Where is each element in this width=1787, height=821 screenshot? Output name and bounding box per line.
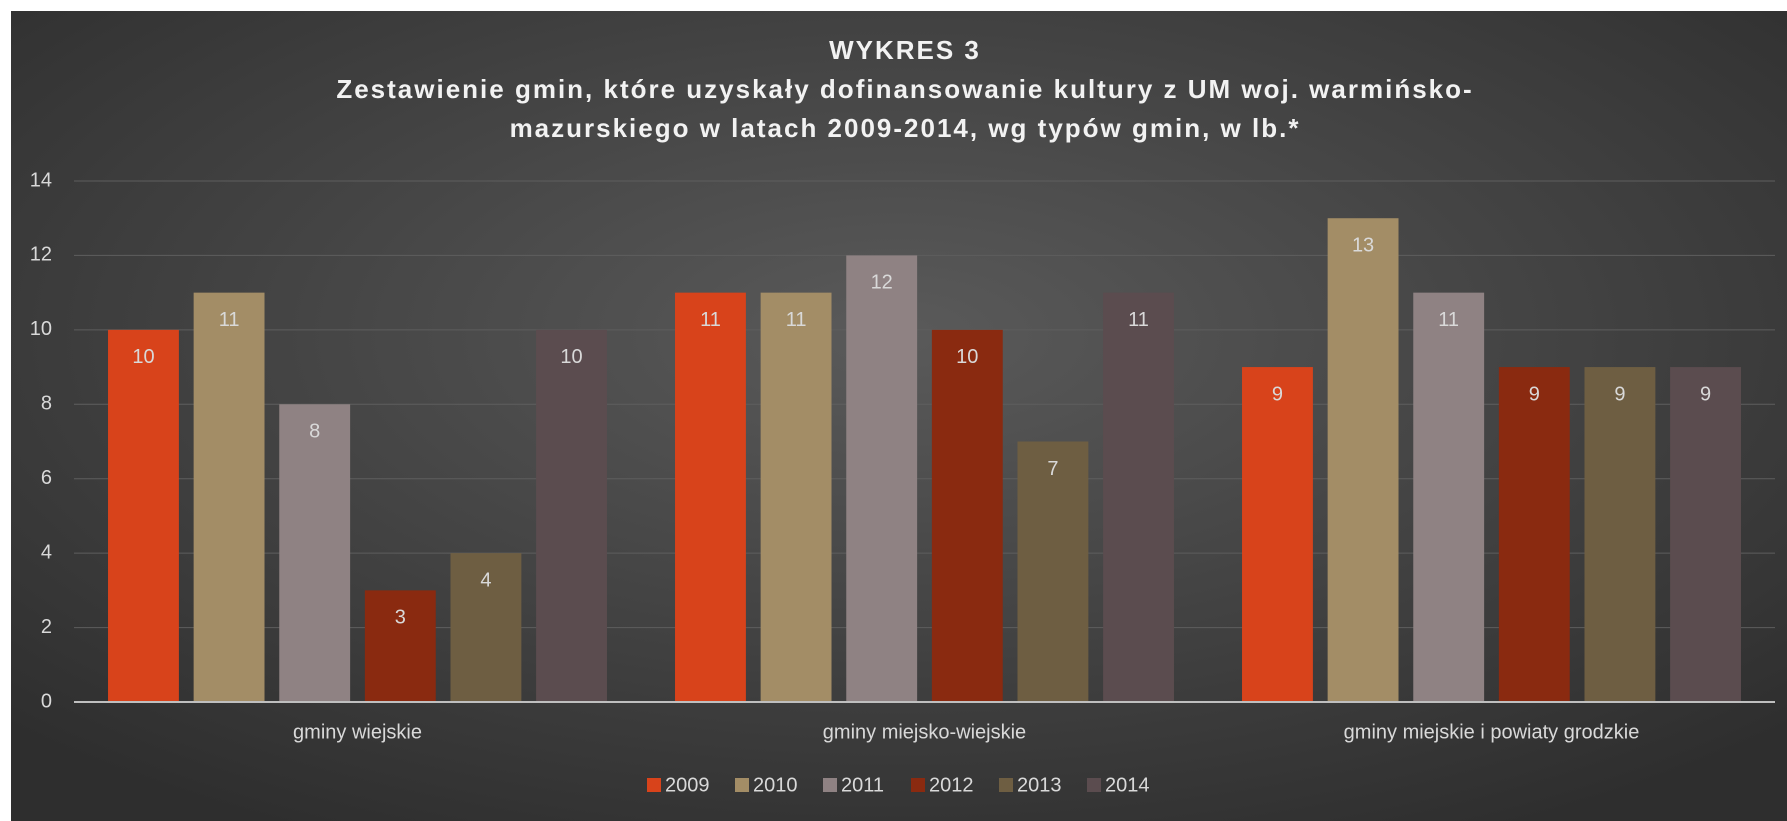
legend-swatch (911, 778, 925, 792)
bar (1584, 367, 1656, 702)
data-label: 11 (1438, 309, 1459, 331)
bar (1670, 367, 1741, 702)
chart-subtitle: mazurskiego w latach 2009-2014, wg typów… (510, 113, 1301, 143)
legend-label: 2011 (841, 774, 884, 796)
bar (1327, 218, 1399, 702)
bar (1242, 367, 1313, 702)
x-tick-label: gminy miejskie i powiaty grodzkie (1344, 721, 1640, 743)
bar (675, 292, 746, 702)
data-label: 3 (395, 607, 406, 629)
y-tick-label: 0 (41, 690, 52, 712)
bar (1103, 292, 1174, 702)
bar (193, 292, 265, 702)
bar (108, 329, 179, 702)
y-tick-label: 10 (30, 318, 52, 340)
x-tick-label: gminy wiejskie (293, 721, 422, 743)
data-label: 9 (1614, 383, 1625, 405)
x-tick-label: gminy miejsko-wiejskie (823, 721, 1026, 743)
chart-title: WYKRES 3 (829, 35, 981, 65)
y-tick-label: 4 (41, 541, 52, 563)
y-tick-label: 2 (41, 616, 52, 638)
data-label: 11 (219, 309, 240, 331)
legend-swatch (1087, 778, 1101, 792)
data-label: 10 (132, 346, 154, 368)
bar (760, 292, 832, 702)
bar (1413, 292, 1485, 702)
data-label: 10 (560, 346, 582, 368)
legend-label: 2010 (753, 774, 798, 796)
bar (931, 329, 1003, 702)
data-label: 11 (786, 309, 807, 331)
bar (1498, 367, 1570, 702)
legend-swatch (647, 778, 661, 792)
bar (364, 590, 436, 702)
bar (536, 329, 607, 702)
data-label: 13 (1352, 234, 1374, 256)
data-label: 12 (871, 272, 893, 294)
data-label: 4 (480, 569, 491, 591)
data-label: 11 (1128, 309, 1149, 331)
legend-label: 2012 (929, 774, 974, 796)
bar (1017, 441, 1089, 702)
y-tick-label: 14 (30, 169, 52, 191)
data-label: 7 (1047, 458, 1058, 480)
data-label: 9 (1700, 383, 1711, 405)
y-tick-label: 8 (41, 393, 52, 415)
chart-subtitle: Zestawienie gmin, które uzyskały dofinan… (336, 74, 1473, 104)
y-tick-label: 12 (30, 244, 52, 266)
legend-swatch (735, 778, 749, 792)
legend-label: 2009 (665, 774, 710, 796)
legend-label: 2013 (1017, 774, 1062, 796)
y-tick-label: 6 (41, 467, 52, 489)
bar (279, 404, 351, 702)
data-label: 11 (700, 309, 721, 331)
data-label: 9 (1529, 383, 1540, 405)
data-label: 10 (956, 346, 978, 368)
bar (450, 553, 522, 702)
data-label: 8 (309, 421, 320, 443)
legend-swatch (999, 778, 1013, 792)
data-label: 9 (1272, 383, 1283, 405)
legend-label: 2014 (1105, 774, 1150, 796)
bar (846, 255, 918, 702)
legend-swatch (823, 778, 837, 792)
